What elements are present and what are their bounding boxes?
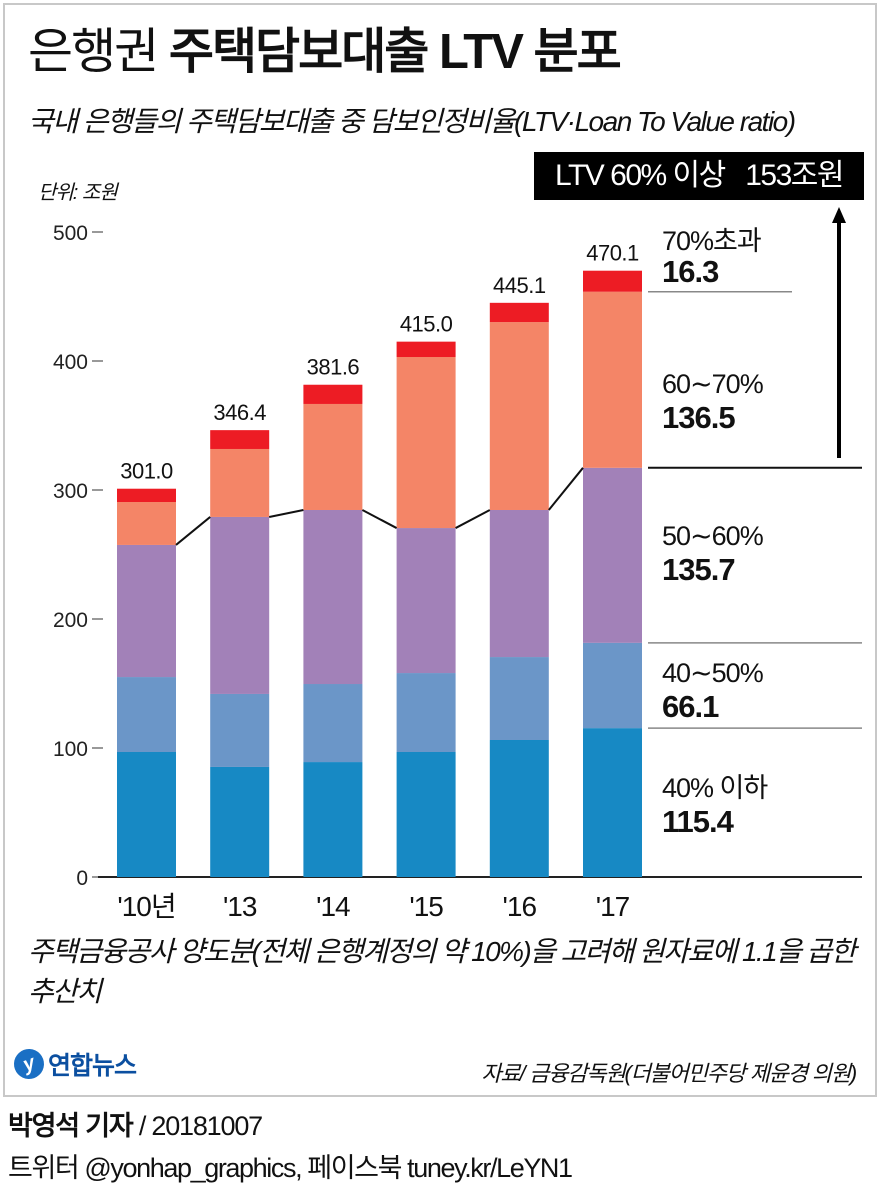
threshold-connector bbox=[175, 516, 211, 546]
bar-total-label: 445.1 bbox=[493, 273, 546, 298]
bar-segment-le40 bbox=[583, 728, 642, 877]
legend-label: 40∼50% bbox=[662, 658, 764, 688]
x-tick-label: '17 bbox=[596, 891, 630, 922]
bar-segment-r50_60 bbox=[583, 467, 642, 643]
bar-segment-le40 bbox=[396, 751, 456, 877]
bar-segment-le40 bbox=[303, 762, 363, 877]
threshold-connector bbox=[455, 509, 491, 529]
social-credit: 트위터 @yonhap_graphics, 페이스북 tuney.kr/LeYN… bbox=[8, 1153, 573, 1183]
reporter-name: 박영석 기자 bbox=[8, 1111, 134, 1141]
logo-text: 연합뉴스 bbox=[48, 1052, 137, 1080]
title-bold: 주택담보대출 LTV 분포 bbox=[168, 25, 622, 79]
y-tick-label: 500 bbox=[53, 222, 88, 245]
bar-segment-r60_70 bbox=[396, 357, 456, 529]
x-tick-label: '16 bbox=[503, 891, 537, 922]
y-tick-label: 200 bbox=[53, 609, 88, 632]
bar-segment-gt70 bbox=[396, 341, 456, 358]
chart-title: 은행권 주택담보대출 LTV 분포 bbox=[28, 25, 622, 79]
bar-segment-r50_60 bbox=[303, 509, 363, 685]
bar-segment-gt70 bbox=[303, 384, 363, 404]
y-tick-label: 0 bbox=[76, 867, 88, 890]
callout-box: LTV 60% 이상 153조원 bbox=[534, 152, 864, 200]
callout-value: 153조원 bbox=[745, 159, 844, 192]
bar-segment-r50_60 bbox=[210, 516, 270, 694]
yonhap-logo-icon: y bbox=[9, 1044, 49, 1084]
bar-segment-r40_50 bbox=[210, 693, 270, 767]
threshold-connector bbox=[269, 509, 304, 518]
legend-label: 60∼70% bbox=[662, 369, 764, 399]
legend-value: 66.1 bbox=[662, 689, 719, 724]
bar-segment-le40 bbox=[210, 766, 270, 877]
legend-value: 16.3 bbox=[662, 254, 719, 289]
bar-segment-r40_50 bbox=[489, 657, 549, 741]
arrow-head bbox=[832, 207, 846, 223]
bar-segment-r50_60 bbox=[396, 528, 456, 674]
bar-segment-le40 bbox=[117, 751, 176, 877]
y-tick-label: 300 bbox=[53, 480, 88, 503]
title-light: 은행권 bbox=[28, 25, 159, 79]
callout-label: LTV 60% 이상 bbox=[555, 159, 726, 192]
bar-segment-gt70 bbox=[583, 270, 642, 292]
bar-segment-r50_60 bbox=[489, 509, 549, 658]
up-arrow-icon bbox=[832, 207, 846, 458]
chart-subtitle: 국내 은행들의 주택담보대출 중 담보인정비율(LTV·Loan To Valu… bbox=[28, 106, 796, 137]
bar-segment-r40_50 bbox=[583, 642, 642, 729]
chart-frame bbox=[3, 3, 877, 1097]
footnote: 주택금융공사 양도분(전체 은행계정의 약 10%)을 고려해 원자료에 1.1… bbox=[28, 936, 856, 1007]
legend-value: 135.7 bbox=[662, 552, 735, 587]
credit-date: / 20181007 bbox=[132, 1111, 263, 1141]
y-tick-label: 100 bbox=[53, 738, 88, 761]
threshold-connector bbox=[548, 467, 584, 511]
logo: y 연합뉴스 bbox=[9, 1044, 137, 1084]
bar-segment-r40_50 bbox=[303, 684, 363, 763]
bar-segment-gt70 bbox=[210, 430, 270, 449]
bar-segment-r60_70 bbox=[489, 322, 549, 510]
bar-total-label: 346.4 bbox=[213, 400, 266, 425]
bar-segment-r60_70 bbox=[117, 501, 176, 545]
source-text: 자료/ 금융감독원(더불어민주당 제윤경 의원) bbox=[481, 1061, 857, 1086]
bar-segment-r40_50 bbox=[117, 677, 176, 752]
legend-label: 50∼60% bbox=[662, 521, 764, 551]
x-tick-label: '15 bbox=[409, 891, 443, 922]
bar-segment-le40 bbox=[489, 740, 549, 877]
bar-total-label: 415.0 bbox=[400, 312, 453, 337]
bar-segment-gt70 bbox=[117, 488, 176, 502]
y-tick-label: 400 bbox=[53, 351, 88, 374]
unit-label: 단위: 조원 bbox=[38, 182, 118, 204]
bar-segment-r60_70 bbox=[210, 448, 270, 517]
x-tick-label: '10년 bbox=[117, 891, 175, 922]
bar-segment-r60_70 bbox=[303, 403, 363, 510]
bar-total-label: 381.6 bbox=[307, 355, 360, 380]
x-tick-label: '13 bbox=[223, 891, 257, 922]
bar-total-label: 470.1 bbox=[586, 241, 639, 266]
bar-total-label: 301.0 bbox=[120, 459, 173, 484]
legend-value: 136.5 bbox=[662, 400, 735, 435]
legend-label: 40% 이하 bbox=[662, 773, 768, 803]
legend-label: 70%초과 bbox=[662, 226, 761, 256]
bar-segment-gt70 bbox=[489, 302, 549, 323]
reporter-credit: 박영석 기자 / 20181007 bbox=[8, 1104, 263, 1143]
x-tick-label: '14 bbox=[316, 891, 350, 922]
legend-value: 115.4 bbox=[662, 804, 735, 839]
bar-segment-r50_60 bbox=[117, 544, 176, 678]
bar-segment-r60_70 bbox=[583, 291, 642, 468]
bar-segment-r40_50 bbox=[396, 673, 456, 752]
threshold-connector bbox=[361, 509, 398, 529]
